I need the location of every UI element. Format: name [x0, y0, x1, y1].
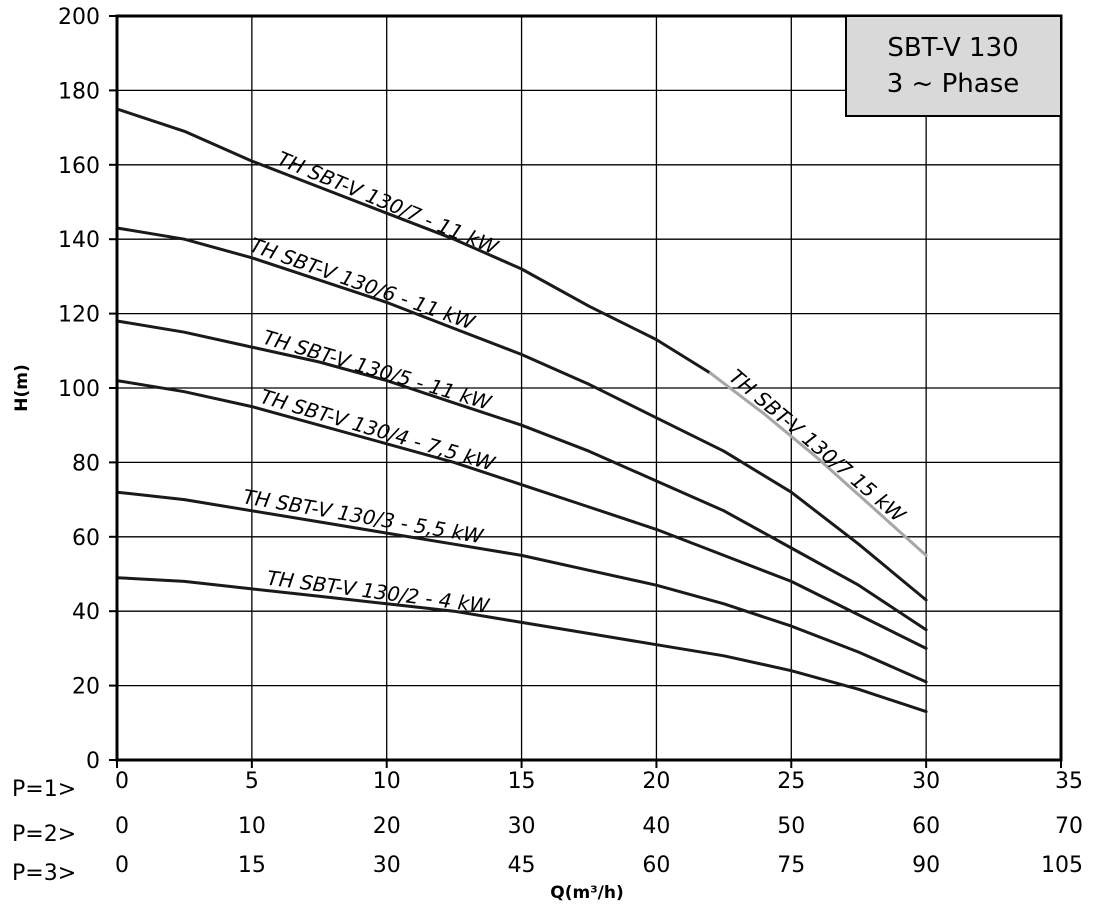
- flow-scale-0-tick-5: 25: [777, 769, 805, 794]
- info-box: SBT-V 130 3 ~ Phase: [845, 15, 1062, 117]
- flow-scale-1-tick-5: 50: [777, 814, 805, 839]
- y-tick-label-6: 120: [58, 303, 100, 328]
- series-line-4: [115, 379, 928, 650]
- x-axis-title: Q(m³/h): [550, 883, 623, 903]
- flow-scale-2-tick-0: 0: [115, 853, 129, 878]
- info-box-line-2: 3 ~ Phase: [887, 69, 1020, 99]
- series-line-3: [115, 319, 928, 632]
- series-line-1: [708, 371, 928, 557]
- flow-scale-0-tick-6: 30: [912, 769, 940, 794]
- flow-scale-0-tick-7: 35: [1055, 769, 1083, 794]
- y-axis-title: H(m): [12, 364, 32, 411]
- y-tick-label-4: 80: [72, 451, 100, 476]
- flow-scale-1-tick-3: 30: [508, 814, 536, 839]
- y-tick-label-0: 0: [86, 749, 100, 774]
- flow-scale-label-0: P=1>: [12, 777, 76, 802]
- curve-labels: TH SBT-V 130/7 - 11 kW TH SBT-V 130/7 15 …: [241, 146, 911, 618]
- curve-lines: [115, 107, 928, 714]
- flow-scale-0-tick-3: 15: [508, 769, 536, 794]
- grid-lines: [116, 15, 1062, 768]
- y-tick-labels: 0 20 40 60 80 100 120 140 160 180 200: [58, 5, 117, 774]
- flow-scale-1-tick-0: 0: [115, 814, 129, 839]
- flow-scales: P=1> 0 5 10 15 20 25 30 35 P=2> 0 10 20 30 40 50 60 70 P=3…: [12, 769, 1083, 886]
- y-tick-label-7: 140: [58, 228, 100, 253]
- flow-scale-1-tick-7: 70: [1055, 814, 1083, 839]
- flow-scale-label-1: P=2>: [12, 822, 76, 847]
- flow-scale-0-tick-0: 0: [115, 769, 129, 794]
- series-line-6: [115, 576, 928, 714]
- flow-scale-0-tick-1: 5: [245, 769, 259, 794]
- flow-scale-0-tick-2: 10: [373, 769, 401, 794]
- series-label-1: TH SBT-V 130/7 15 kW: [725, 364, 911, 528]
- flow-scale-2-tick-5: 75: [777, 853, 805, 878]
- info-box-line-1: SBT-V 130: [887, 33, 1018, 63]
- series-label-6: TH SBT-V 130/2 - 4 kW: [265, 566, 491, 619]
- y-tick-label-5: 100: [58, 377, 100, 402]
- flow-scale-2-tick-3: 45: [508, 853, 536, 878]
- y-tick-label-2: 40: [72, 600, 100, 625]
- flow-scale-2-tick-1: 15: [238, 853, 266, 878]
- flow-scale-1-tick-1: 10: [238, 814, 266, 839]
- y-tick-label-1: 20: [72, 675, 100, 700]
- y-tick-label-8: 160: [58, 154, 100, 179]
- flow-scale-2-tick-2: 30: [373, 853, 401, 878]
- series-line-0: [115, 107, 712, 375]
- flow-scale-1-tick-4: 40: [642, 814, 670, 839]
- series-label-2: TH SBT-V 130/6 - 11 kW: [247, 233, 479, 335]
- info-box-background: [845, 15, 1062, 117]
- flow-scale-2-tick-7: 105: [1041, 853, 1083, 878]
- y-tick-label-3: 60: [72, 526, 100, 551]
- series-line-2: [115, 226, 928, 602]
- flow-scale-1-tick-2: 20: [373, 814, 401, 839]
- flow-scale-label-2: P=3>: [12, 861, 76, 886]
- series-label-0: TH SBT-V 130/7 - 11 kW: [274, 146, 503, 259]
- y-tick-label-9: 180: [58, 79, 100, 104]
- flow-scale-2-tick-6: 90: [912, 853, 940, 878]
- flow-scale-1-tick-6: 60: [912, 814, 940, 839]
- flow-scale-2-tick-4: 60: [642, 853, 670, 878]
- series-line-5: [115, 490, 928, 684]
- flow-scale-0-tick-4: 20: [642, 769, 670, 794]
- y-tick-label-10: 200: [58, 5, 100, 30]
